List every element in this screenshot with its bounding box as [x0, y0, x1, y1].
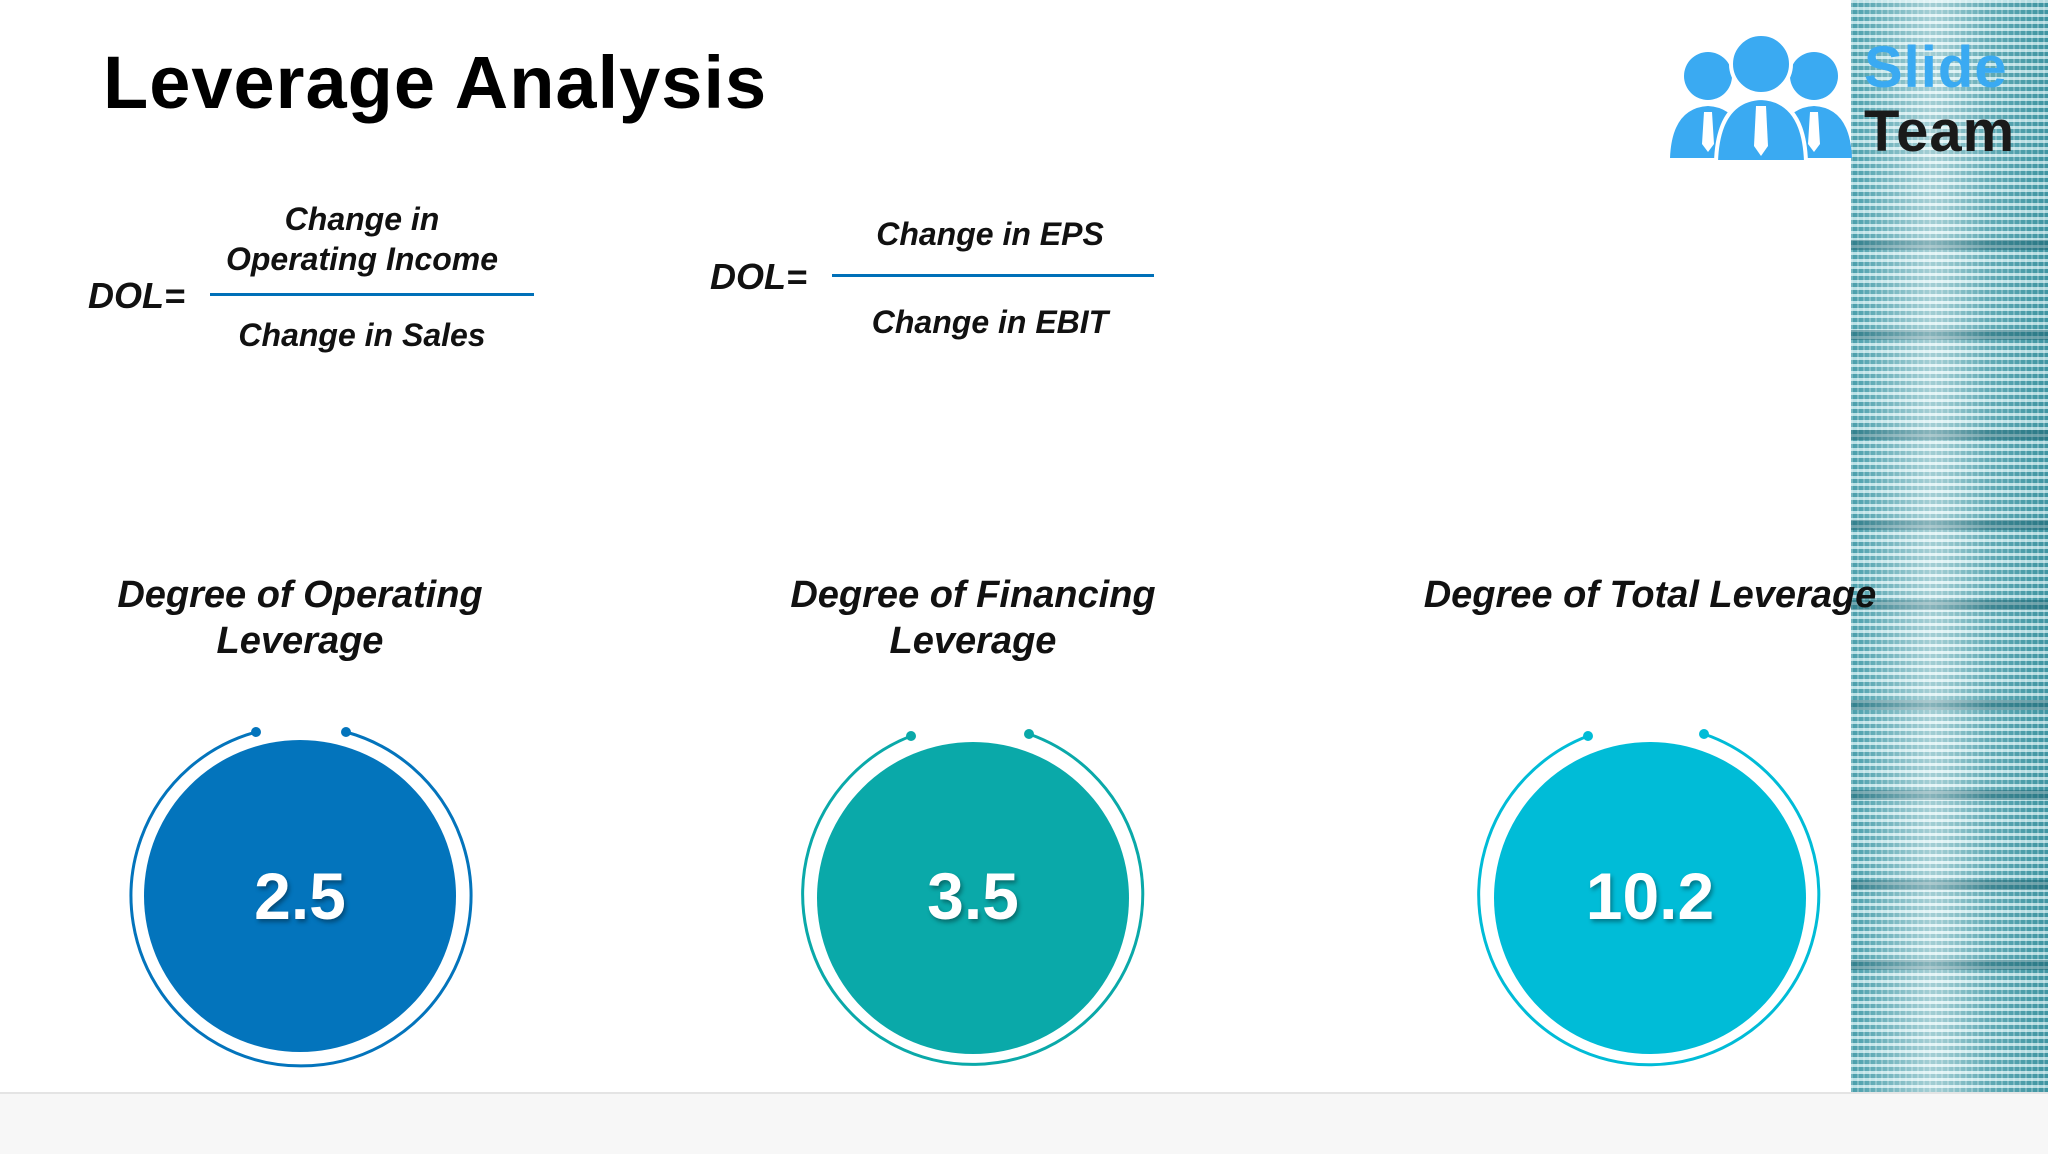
people-group-icon — [1670, 32, 1852, 164]
slide: Leverage Analysis Slide — [88, 0, 2048, 1092]
formula-lhs: DOL= — [710, 256, 808, 297]
coin-stack-image — [1851, 0, 2048, 1092]
metric-circle-operating — [129, 727, 473, 1068]
metric-circle-total — [1477, 729, 1821, 1067]
metric-value-operating: 2.5 — [254, 859, 346, 933]
logo-text-slide: Slide — [1864, 35, 2008, 100]
fraction-bar — [210, 293, 534, 296]
metric-title-total: Degree of Total Leverage — [1423, 574, 1877, 616]
metric-circle-financing — [801, 729, 1145, 1066]
formula-financing: DOL= Change in EPS Change in EBIT — [708, 210, 1168, 350]
logo-text-team: Team — [1864, 99, 2016, 164]
slide-footer-area — [0, 1092, 2048, 1154]
formula-operating: DOL= Change in Operating Income Change i… — [88, 195, 548, 365]
formula-numerator: Change in EPS — [876, 216, 1104, 252]
metric-value-total: 10.2 — [1585, 859, 1715, 933]
slide-title: Leverage Analysis — [103, 41, 768, 124]
formula-denominator: Change in Sales — [238, 317, 486, 353]
slideteam-logo: Slide Team — [1664, 26, 2024, 166]
fraction-bar — [832, 274, 1154, 277]
formula-denominator: Change in EBIT — [871, 304, 1109, 340]
metric-title-operating: Degree of Operating Leverage — [117, 574, 483, 662]
metric-title-financing: Degree of Financing Leverage — [790, 574, 1156, 662]
formula-lhs: DOL= — [88, 275, 186, 316]
formula-numerator: Change in Operating Income — [225, 201, 499, 277]
metric-value-financing: 3.5 — [927, 859, 1019, 933]
